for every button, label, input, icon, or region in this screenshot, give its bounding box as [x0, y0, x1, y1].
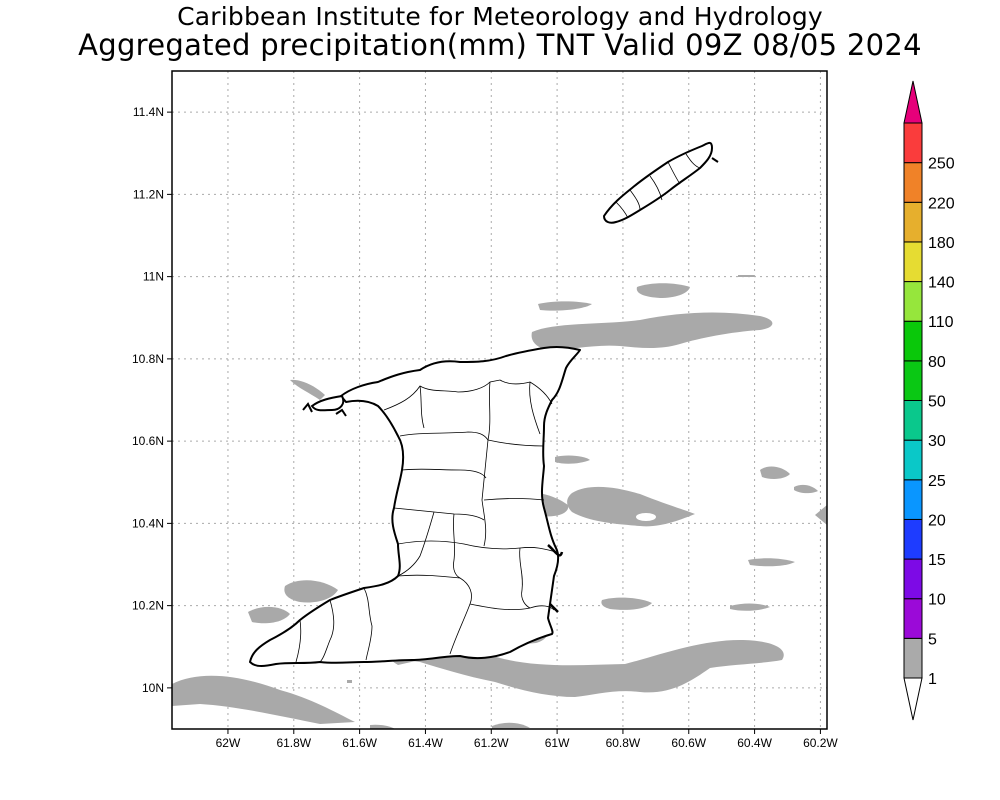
colorbar-label: 220 — [928, 195, 955, 212]
lat-tick-label: 11N — [143, 270, 164, 284]
colorbar-swatch — [903, 360, 923, 402]
map-frame — [171, 70, 828, 730]
colorbar-label: 5 — [928, 631, 937, 648]
colorbar-label: 250 — [928, 156, 955, 173]
colorbar-label: 180 — [928, 235, 955, 252]
colorbar-label: 25 — [928, 473, 946, 490]
lat-tick-label: 10.2N — [132, 599, 164, 613]
colorbar-label: 30 — [928, 433, 946, 450]
lat-tick-label: 10.8N — [132, 352, 164, 366]
precip-area-east-2 — [555, 455, 590, 464]
precip-speck — [738, 275, 754, 277]
nw-islet-1 — [302, 402, 313, 413]
colorbar-label: 50 — [928, 394, 946, 411]
nw-islet-2 — [335, 408, 347, 417]
colorbar-swatch — [903, 637, 923, 679]
colorbar-swatch — [903, 479, 923, 520]
precip-area-east-3 — [601, 597, 652, 610]
lat-tick-label: 10.6N — [132, 434, 164, 448]
colorbar-swatch — [903, 162, 923, 203]
colorbar-swatch — [903, 320, 923, 362]
precip-area-north-band — [531, 312, 773, 350]
precip-hole — [636, 513, 656, 521]
colorbar-swatch — [903, 518, 923, 560]
chaguaramas-peninsula — [310, 394, 345, 412]
lon-tick-label: 62W — [216, 736, 241, 750]
trinidad-island — [249, 345, 581, 667]
precip-area-south-large — [172, 675, 355, 724]
tobago-tip — [711, 157, 719, 163]
colorbar-swatch — [903, 598, 923, 639]
precip-area-bottom-1 — [492, 722, 530, 729]
precip-area-nw — [290, 379, 325, 400]
precip-area-east-6 — [815, 505, 827, 525]
trinidad-boundaries — [295, 379, 557, 663]
lon-tick-label: 60.2W — [803, 736, 838, 750]
lon-tick-label: 61W — [545, 736, 570, 750]
colorbar-swatch — [903, 241, 923, 283]
precip-area-north-1 — [636, 283, 690, 298]
tobago-island — [603, 141, 719, 224]
lon-tick-label: 61.2W — [474, 736, 509, 750]
precip-area-west-1 — [284, 580, 338, 603]
precip-area-east-1 — [567, 486, 695, 527]
lat-tick-label: 11.4N — [133, 105, 164, 119]
lon-tick-label: 60.4W — [737, 736, 772, 750]
trinidad-coastline — [249, 345, 581, 667]
latitude-axis: 10N 10.2N 10.4N 10.6N 10.8N 11N 11.2N 11.4N — [132, 105, 172, 695]
colorbar-label: 10 — [928, 592, 946, 609]
colorbar-label: 80 — [928, 354, 946, 371]
colorbar-swatch — [903, 400, 923, 441]
lon-tick-label: 61.4W — [408, 736, 443, 750]
colorbar-top-arrow — [903, 80, 923, 124]
tobago-coastline — [603, 141, 713, 224]
precip-area-west-2 — [248, 606, 290, 624]
colorbar-label: 20 — [928, 512, 946, 529]
colorbar-label: 1 — [928, 671, 937, 688]
colorbar-bottom-arrow — [903, 677, 923, 721]
title-line-1: Caribbean Institute for Meteorology and … — [177, 2, 823, 31]
precip-area-north-2 — [538, 301, 592, 311]
lat-tick-label: 10.4N — [132, 516, 164, 530]
colorbar-swatch — [903, 122, 923, 164]
lon-tick-label: 61.8W — [276, 736, 311, 750]
lon-tick-label: 60.6W — [671, 736, 706, 750]
tobago-boundaries — [615, 153, 701, 219]
colorbar-swatch — [903, 439, 923, 481]
gridlines — [172, 71, 827, 729]
precip-area-east-7 — [748, 558, 795, 567]
colorbar-swatch — [903, 201, 923, 243]
colorbar-swatch — [903, 281, 923, 322]
lat-tick-label: 11.2N — [133, 187, 164, 201]
precip-area-south-band — [392, 640, 784, 697]
colorbar-label: 15 — [928, 552, 946, 569]
precip-area-east-8 — [730, 603, 770, 611]
lon-tick-label: 61.6W — [342, 736, 377, 750]
precip-area-bottom-2 — [370, 724, 395, 729]
colorbar-label: 110 — [928, 314, 954, 331]
lat-tick-label: 10N — [142, 681, 164, 695]
lon-tick-label: 60.8W — [606, 736, 641, 750]
title-line-2: Aggregated precipitation(mm) TNT Valid 0… — [78, 28, 922, 62]
colorbar-label: 140 — [928, 275, 955, 292]
longitude-axis: 62W 61.8W 61.6W 61.4W 61.2W 61W 60.8W 60.6W 60.4… — [216, 729, 838, 750]
east-coast-segment — [547, 544, 564, 613]
colorbar-swatch — [903, 558, 923, 600]
precip-area-east-4 — [760, 466, 790, 479]
precip-area-east-5 — [794, 484, 818, 494]
precip-speck-2 — [347, 680, 352, 683]
